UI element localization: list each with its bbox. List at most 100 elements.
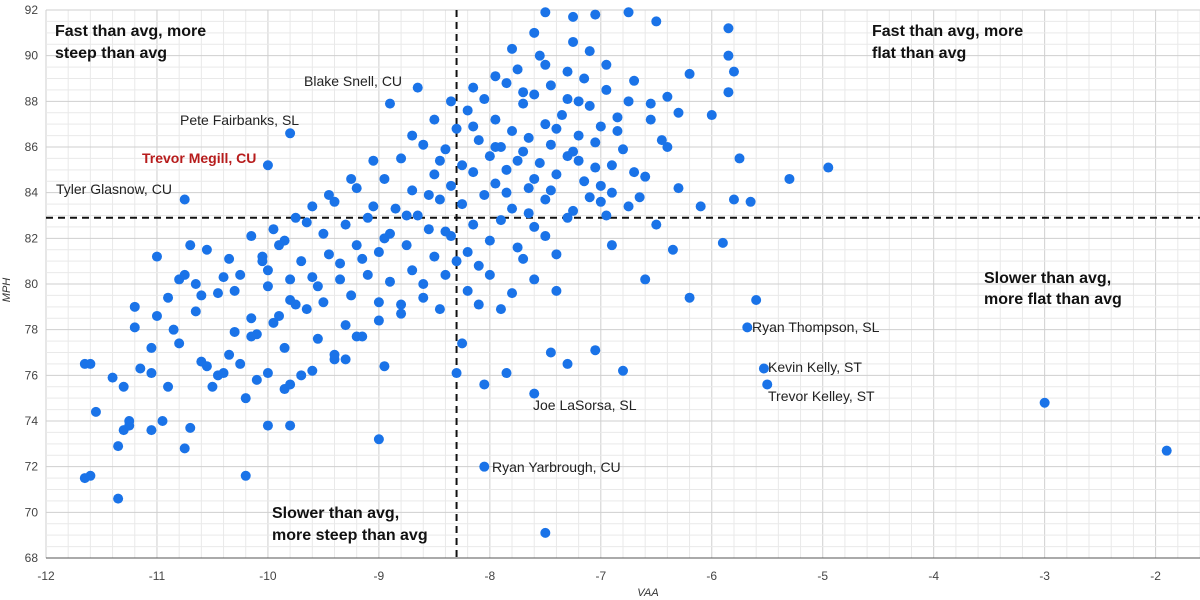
data-point bbox=[229, 285, 240, 296]
data-point bbox=[468, 121, 479, 132]
quadrant-label-line: flat than avg bbox=[872, 45, 966, 62]
data-point bbox=[318, 297, 329, 308]
data-point bbox=[346, 173, 357, 184]
data-point bbox=[407, 130, 418, 141]
data-point bbox=[185, 422, 196, 433]
point-label-pete-fairbanks: Pete Fairbanks, SL bbox=[180, 112, 299, 128]
data-point bbox=[728, 66, 739, 77]
y-tick-label: 70 bbox=[25, 505, 39, 519]
data-point bbox=[240, 393, 251, 404]
quadrant-label-line: more flat than avg bbox=[984, 291, 1122, 308]
data-point bbox=[290, 299, 301, 310]
data-point bbox=[645, 114, 656, 125]
data-point bbox=[285, 274, 296, 285]
data-point bbox=[490, 178, 501, 189]
data-point bbox=[551, 123, 562, 134]
data-point bbox=[518, 146, 529, 157]
x-tick-label: -10 bbox=[259, 569, 277, 583]
data-point bbox=[368, 201, 379, 212]
data-points bbox=[79, 7, 1172, 538]
point-label-tyler-glasnow: Tyler Glasnow, CU bbox=[56, 181, 172, 197]
data-point bbox=[629, 75, 640, 86]
data-point bbox=[451, 368, 462, 379]
data-point bbox=[590, 162, 601, 173]
data-point bbox=[623, 96, 634, 107]
quadrant-label-line: Fast than avg, more bbox=[872, 23, 1023, 40]
data-point bbox=[312, 333, 323, 344]
data-point bbox=[146, 342, 157, 353]
y-tick-label: 86 bbox=[25, 140, 39, 154]
data-point bbox=[335, 274, 346, 285]
data-point bbox=[429, 169, 440, 180]
data-point bbox=[462, 105, 473, 116]
point-label-ryan-thompson: Ryan Thompson, SL bbox=[752, 319, 880, 335]
data-point bbox=[373, 315, 384, 326]
data-point bbox=[523, 183, 534, 194]
quadrant-label-line: Slower than avg, bbox=[272, 505, 399, 522]
x-tick-label: -9 bbox=[374, 569, 385, 583]
data-point bbox=[323, 249, 334, 260]
data-point bbox=[529, 89, 540, 100]
data-point bbox=[512, 64, 523, 75]
data-point bbox=[462, 285, 473, 296]
data-point bbox=[590, 137, 601, 148]
data-point bbox=[551, 249, 562, 260]
data-point bbox=[279, 235, 290, 246]
data-point bbox=[262, 160, 273, 171]
data-point bbox=[129, 301, 140, 312]
data-point bbox=[285, 420, 296, 431]
data-point bbox=[606, 160, 617, 171]
data-point bbox=[623, 201, 634, 212]
data-point bbox=[479, 189, 490, 200]
data-point bbox=[595, 180, 606, 191]
data-point bbox=[240, 470, 251, 481]
data-point bbox=[373, 297, 384, 308]
data-point bbox=[307, 201, 318, 212]
data-point bbox=[601, 59, 612, 70]
data-point bbox=[667, 244, 678, 255]
data-point bbox=[434, 194, 445, 205]
data-point bbox=[446, 180, 457, 191]
data-point bbox=[573, 130, 584, 141]
data-point bbox=[501, 164, 512, 175]
quadrant-label-slow-flat: Slower than avg, more flat than avg bbox=[984, 270, 1122, 308]
data-point bbox=[318, 228, 329, 239]
data-point bbox=[296, 370, 307, 381]
y-tick-label: 82 bbox=[25, 231, 39, 245]
data-point bbox=[340, 320, 351, 331]
data-point bbox=[257, 256, 268, 267]
data-point bbox=[412, 82, 423, 93]
data-point bbox=[540, 231, 551, 242]
data-point bbox=[512, 242, 523, 253]
data-point bbox=[612, 112, 623, 123]
data-point bbox=[407, 265, 418, 276]
data-point bbox=[695, 201, 706, 212]
data-point bbox=[468, 219, 479, 230]
data-point bbox=[146, 425, 157, 436]
data-point bbox=[329, 349, 340, 360]
data-point bbox=[163, 292, 174, 303]
data-point bbox=[179, 443, 190, 454]
data-point bbox=[495, 215, 506, 226]
data-point bbox=[190, 279, 201, 289]
data-point bbox=[490, 142, 501, 152]
data-point bbox=[479, 461, 490, 472]
data-point bbox=[351, 183, 362, 194]
data-point bbox=[329, 196, 340, 207]
data-point bbox=[562, 66, 573, 77]
point-label-trevor-megill: Trevor Megill, CU bbox=[142, 150, 256, 166]
data-point bbox=[168, 324, 179, 335]
data-point bbox=[568, 205, 579, 216]
data-point bbox=[418, 279, 429, 289]
data-point bbox=[90, 406, 101, 417]
data-point bbox=[218, 272, 229, 283]
data-point bbox=[462, 247, 473, 258]
data-point bbox=[262, 368, 273, 379]
data-point bbox=[534, 157, 545, 168]
data-point bbox=[484, 235, 495, 246]
data-point bbox=[545, 347, 556, 358]
data-point bbox=[124, 420, 135, 431]
data-point bbox=[507, 43, 518, 54]
data-point bbox=[540, 194, 551, 205]
quadrant-label-fast-steep: Fast than avg, more steep than avg bbox=[55, 23, 211, 62]
